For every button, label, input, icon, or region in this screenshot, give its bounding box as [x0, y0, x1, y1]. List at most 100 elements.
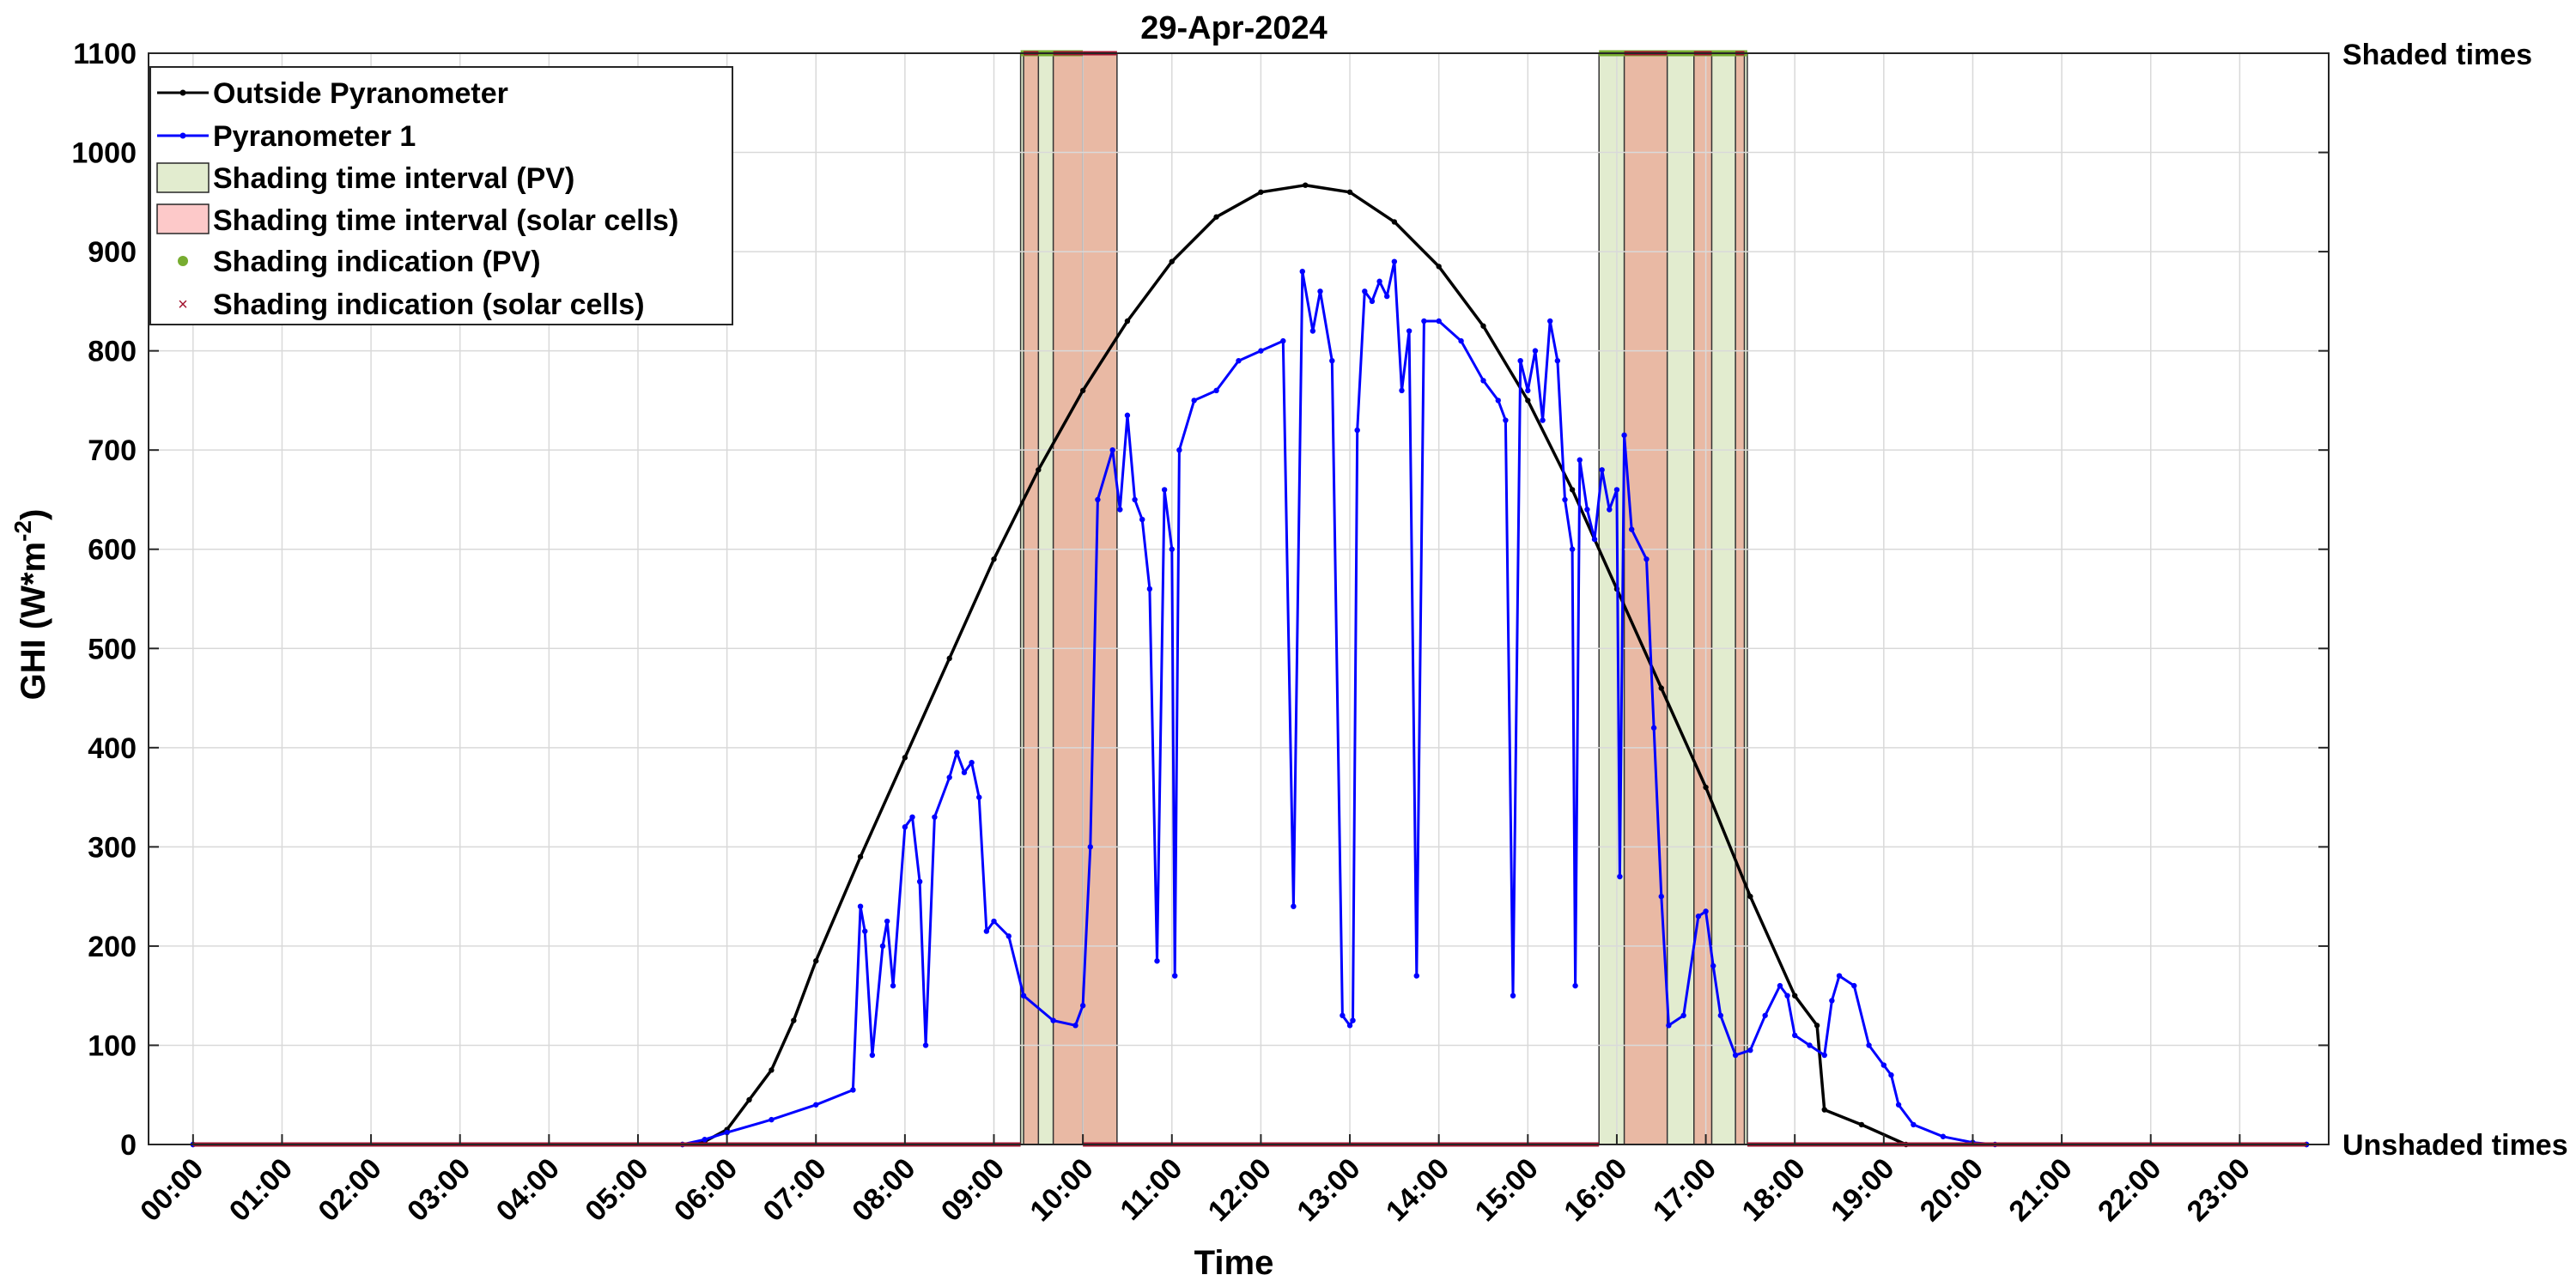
- series-1-point-44: [1213, 387, 1219, 394]
- legend-label-pyranometer-1: Pyranometer 1: [213, 120, 416, 153]
- plot-frame: [148, 52, 2330, 1145]
- series-0-point-29: [1792, 993, 1798, 999]
- series-1-point-56: [1354, 427, 1360, 434]
- series-1-point-112: [1888, 1072, 1894, 1078]
- series-1-point-40: [1169, 546, 1175, 552]
- series-1-point-15: [916, 878, 923, 885]
- series-1-point-7: [857, 903, 864, 909]
- series-1-point-46: [1258, 348, 1264, 354]
- data-series: [190, 182, 2310, 1148]
- shading-cells-interval-5: [1735, 52, 1746, 1145]
- series-1-point-38: [1154, 958, 1160, 964]
- series-1-point-92: [1658, 893, 1664, 900]
- y-tick-label-8: 800: [88, 336, 137, 368]
- series-0-point-32: [1858, 1121, 1865, 1128]
- y-axis-title-main: GHI (W*m: [15, 542, 52, 700]
- series-1-point-110: [1866, 1042, 1872, 1048]
- series-0-point-19: [1346, 189, 1353, 195]
- series-1-point-9: [869, 1052, 876, 1059]
- legend: Outside Pyranometer Pyranometer 1 Shadin…: [149, 66, 733, 325]
- series-1-point-94: [1680, 1012, 1686, 1018]
- y-tick-label-11: 1100: [73, 38, 137, 70]
- series-1-point-20: [961, 769, 968, 775]
- series-0-point-14: [1124, 318, 1131, 325]
- series-1-point-67: [1458, 337, 1464, 344]
- legend-entry-pyranometer-1: Pyranometer 1: [157, 120, 416, 153]
- series-1-point-79: [1569, 546, 1576, 552]
- series-1-point-10: [879, 943, 886, 950]
- series-0-point-31: [1821, 1107, 1827, 1113]
- series-1-point-89: [1629, 526, 1635, 532]
- series-0-point-8: [857, 853, 864, 860]
- y-tick-label-2: 200: [88, 931, 137, 963]
- series-1-point-17: [932, 814, 938, 820]
- series-1-point-25: [1005, 933, 1012, 939]
- series-1-point-84: [1599, 467, 1605, 473]
- shading-cells-interval-2: [1082, 52, 1118, 1145]
- series-1-point-75: [1540, 417, 1546, 423]
- series-1-point-88: [1621, 432, 1627, 439]
- legend-swatch-shading-pv: [156, 162, 210, 193]
- series-1-point-42: [1176, 446, 1182, 453]
- legend-label-indication-pv: Shading indication (PV): [213, 246, 541, 278]
- series-1-point-49: [1299, 269, 1305, 275]
- y-tick-label-0: 0: [120, 1129, 137, 1162]
- series-1-point-55: [1350, 1017, 1356, 1023]
- series-1-point-19: [954, 750, 960, 756]
- legend-box: [149, 66, 733, 325]
- series-1-point-114: [1911, 1121, 1917, 1128]
- series-1-point-76: [1547, 318, 1553, 325]
- shading-cells-interval-3: [1623, 52, 1668, 1145]
- series-1-point-72: [1517, 357, 1523, 364]
- series-0-point-30: [1814, 1023, 1820, 1029]
- series-1-point-77: [1554, 357, 1561, 364]
- series-1-point-27: [1050, 1017, 1056, 1023]
- y-axis-title-suffix: ): [15, 509, 52, 520]
- series-1-point-61: [1391, 258, 1398, 264]
- series-1-point-93: [1666, 1023, 1672, 1029]
- series-1-point-60: [1384, 293, 1390, 300]
- series-1-point-68: [1480, 378, 1486, 384]
- legend-label-indication-cells: Shading indication (solar cells): [213, 288, 645, 321]
- legend-entry-indication-cells: × Shading indication (solar cells): [178, 288, 644, 321]
- y-axis-title-exponent: -2: [9, 520, 36, 542]
- series-1-point-28: [1072, 1023, 1078, 1029]
- series-1-point-97: [1710, 962, 1716, 969]
- legend-entry-indication-pv: Shading indication (PV): [178, 246, 541, 278]
- series-1-point-87: [1617, 873, 1623, 880]
- series-1-point-104: [1792, 1032, 1798, 1039]
- legend-marker-outside-pyranometer: [179, 89, 186, 96]
- series-1-point-41: [1172, 973, 1178, 979]
- series-0-point-16: [1213, 214, 1219, 220]
- series-1-point-74: [1532, 348, 1539, 354]
- series-0-point-23: [1525, 398, 1531, 404]
- legend-marker-indication-cells: ×: [178, 295, 188, 314]
- series-1-point-82: [1584, 507, 1590, 513]
- series-1-point-95: [1695, 914, 1702, 920]
- series-0-point-28: [1747, 893, 1753, 900]
- series-1-point-37: [1146, 586, 1153, 592]
- series-1-point-43: [1191, 398, 1197, 404]
- series-1-point-33: [1117, 507, 1123, 513]
- series-1-point-16: [922, 1042, 929, 1048]
- shading-cells-interval-4: [1693, 52, 1713, 1145]
- series-1-point-109: [1851, 982, 1857, 989]
- y-tick-label-4: 400: [88, 732, 137, 765]
- series-1-point-22: [976, 794, 982, 800]
- y-axis-title: GHI (W*m-2): [9, 509, 52, 701]
- series-0-point-12: [1036, 467, 1042, 473]
- series-1-point-34: [1124, 412, 1131, 418]
- y-tick-label-10: 1000: [71, 137, 137, 170]
- series-1-point-101: [1762, 1012, 1768, 1018]
- series-1-point-6: [850, 1087, 856, 1093]
- series-1-point-63: [1406, 328, 1413, 334]
- series-1-point-91: [1650, 725, 1657, 731]
- series-1-point-23: [983, 928, 990, 934]
- y-tick-label-7: 700: [88, 434, 137, 467]
- legend-label-shading-cells: Shading time interval (solar cells): [213, 204, 678, 237]
- series-0-point-21: [1436, 264, 1442, 270]
- series-1-point-24: [991, 918, 997, 925]
- series-1-point-71: [1510, 993, 1516, 999]
- series-1-point-107: [1829, 998, 1835, 1004]
- series-1-point-18: [946, 774, 952, 780]
